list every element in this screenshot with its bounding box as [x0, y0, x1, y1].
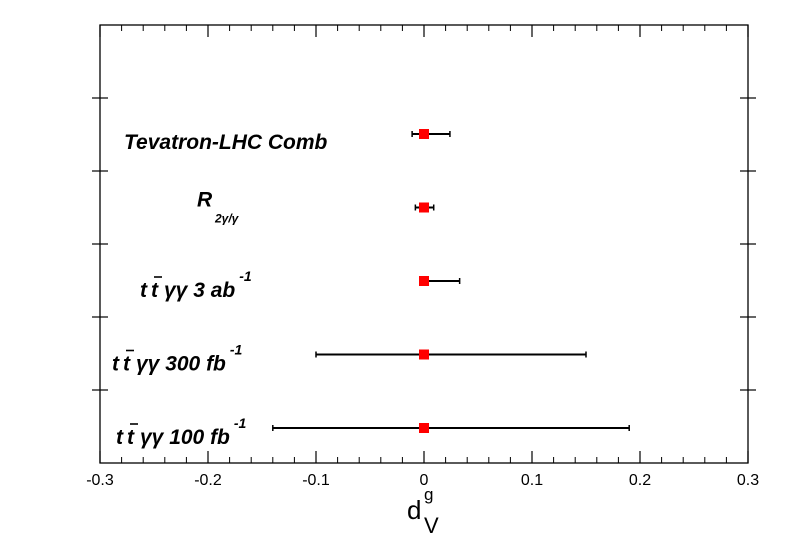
row-separator-ticks	[92, 97, 756, 391]
central-value-marker	[419, 423, 429, 433]
x-tick-label: -0.3	[86, 472, 114, 489]
central-value-marker	[419, 202, 429, 213]
row-label-superscript: -1	[239, 268, 252, 284]
row-label-tbar: t	[123, 353, 131, 376]
row-label-text: γγ 3 ab	[164, 279, 235, 302]
interval-bars	[272, 129, 630, 433]
x-axis-ticks: -0.3 -0.2 -0.1 0 0.1 0.2 0.3	[86, 25, 759, 489]
row-label: t t γγ 100 fb-1	[116, 415, 247, 449]
row-label-text: γγ 300 fb	[136, 353, 226, 376]
row-label: Tevatron-LHC Comb	[124, 131, 328, 154]
row-label-t: t	[116, 426, 124, 449]
row-label: R2γ/γ	[197, 189, 240, 226]
x-tick-label: -0.2	[194, 472, 222, 489]
x-axis-title-superscript: g	[424, 485, 433, 504]
row-label-superscript: -1	[230, 342, 243, 358]
row-label-subscript: 2γ/γ	[214, 212, 240, 226]
x-tick-label: -0.1	[302, 472, 330, 489]
row-label: t t γγ 3 ab-1	[140, 268, 252, 302]
central-value-marker	[419, 129, 429, 139]
row-label-text: R	[197, 189, 213, 212]
row-label-superscript: -1	[234, 415, 247, 431]
row-label: t t γγ 300 fb-1	[112, 342, 243, 376]
x-tick-label: 0.2	[629, 472, 651, 489]
x-tick-label: 0	[420, 472, 429, 489]
row-label-t: t	[140, 279, 148, 302]
row-label-tbar: t	[127, 426, 135, 449]
x-axis-title: d g V	[407, 485, 439, 535]
x-tick-label: 0.1	[521, 472, 543, 489]
x-axis-title-subscript: V	[424, 513, 439, 535]
central-value-marker	[419, 276, 429, 286]
row-label-text: γγ 100 fb	[140, 426, 230, 449]
x-tick-label: 0.3	[737, 472, 759, 489]
row-label-t: t	[112, 353, 120, 376]
row-label-tbar: t	[151, 279, 159, 302]
central-value-marker	[419, 349, 429, 360]
row-label-text: Tevatron-LHC Comb	[124, 131, 328, 154]
x-axis-title-base: d	[407, 495, 421, 525]
plot-frame	[99, 24, 749, 464]
